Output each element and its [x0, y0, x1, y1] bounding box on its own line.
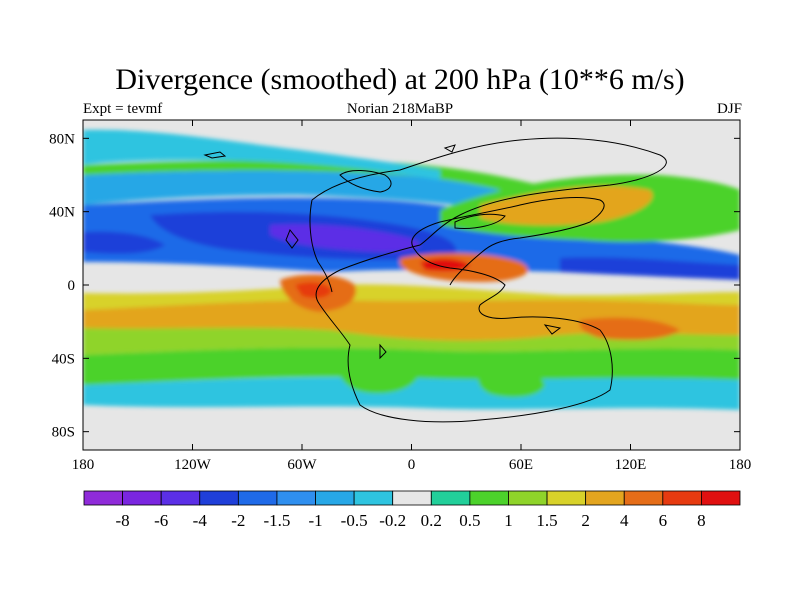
x-tick-label-0: 180: [72, 457, 95, 473]
colorbar-box-2: [160, 490, 201, 506]
colorbar-label-7: -0.2: [379, 511, 406, 530]
field-region-north-indigo: [270, 224, 420, 252]
field-region-eq-yellow: [83, 284, 740, 310]
colorbar-box-3: [199, 490, 239, 506]
map-title: Divergence (smoothed) at 200 hPa (10**6 …: [115, 63, 685, 96]
y-tick-label-3: 40S: [52, 351, 75, 367]
x-tick-label-2: 60W: [287, 457, 317, 473]
colorbar-label-11: 1.5: [536, 511, 557, 530]
x-axis-ticks: 180 120W 60W 0 60E 120E 180: [72, 120, 752, 473]
field-region-se-orange: [579, 317, 680, 340]
field-region-sa-red: [295, 282, 332, 298]
coastline-island-2: [285, 229, 299, 249]
field-region-sw-green: [338, 354, 420, 394]
colorbar-label-1: -6: [154, 511, 168, 530]
y-tick-label-1: 40N: [49, 205, 75, 221]
season-label: DJF: [716, 101, 742, 117]
x-tick-label-5: 120E: [615, 457, 647, 473]
colorbar-box-14: [623, 490, 664, 506]
colorbar-box-6: [315, 490, 355, 506]
colorbar-label-14: 6: [659, 511, 668, 530]
field-region-asia-blue: [560, 257, 740, 280]
coastline-greenland: [339, 170, 392, 193]
colorbar-label-10: 1: [504, 511, 513, 530]
y-tick-label-0: 80N: [49, 131, 75, 147]
colorbar-label-0: -8: [116, 511, 130, 530]
colorbar-box-7: [353, 490, 394, 506]
colorbar-label-12: 2: [581, 511, 590, 530]
colorbar-box-12: [546, 490, 587, 506]
field-region-polar-cyan: [83, 129, 440, 180]
colorbar-box-4: [237, 490, 278, 506]
coastline-inland: [309, 199, 333, 293]
colorbar-label-6: -0.5: [341, 511, 368, 530]
colorbar-label-13: 4: [620, 511, 629, 530]
colorbar-box-8: [392, 490, 432, 506]
colorbar-label-3: -2: [231, 511, 245, 530]
coastline-island-4: [543, 324, 562, 335]
colorbar: -8 -6 -4 -2 -1.5 -1 -0.5 -0.2 0.2 0.5 1 1.5 2 4 6 8: [83, 490, 741, 530]
field-region-se-green: [478, 368, 545, 398]
coastline-island-3: [454, 213, 506, 229]
y-tick-label-2: 0: [68, 278, 76, 294]
x-tick-label-4: 60E: [509, 457, 533, 473]
field-region-south-cyan: [83, 375, 740, 410]
colorbar-box-5: [276, 490, 316, 506]
colorbar-label-5: -1: [308, 511, 322, 530]
field-region-pacific-blue: [83, 231, 165, 254]
experiment-label: Expt = tevmf: [83, 101, 163, 117]
colorbar-label-9: 0.5: [459, 511, 480, 530]
colorbar-label-15: 8: [697, 511, 706, 530]
field-region-eq-orange: [83, 300, 740, 341]
x-tick-label-6: 180: [729, 457, 752, 473]
coastline-island-6: [443, 144, 456, 153]
colorbar-box-15: [662, 490, 702, 506]
coastlines: [203, 137, 667, 423]
x-tick-label-1: 120W: [174, 457, 212, 473]
y-axis-ticks: 80N 40N 0 40S 80S: [49, 131, 740, 441]
y-tick-label-4: 80S: [52, 425, 75, 441]
period-label: Norian 218MaBP: [346, 101, 454, 117]
colorbar-box-9: [430, 490, 471, 506]
colorbar-label-4: -1.5: [263, 511, 290, 530]
colorbar-box-16: [701, 490, 741, 506]
coastline-island-1: [203, 151, 227, 159]
coastline-pangaea: [311, 137, 667, 423]
field-region-tethys-red: [420, 258, 470, 272]
colorbar-label-2: -4: [193, 511, 208, 530]
colorbar-box-10: [469, 490, 509, 506]
coastline-island-5: [379, 343, 387, 360]
field-region-upper-cyan: [83, 170, 560, 220]
colorbar-box-13: [585, 490, 625, 506]
field-region-upper-green: [83, 160, 560, 205]
colorbar-box-1: [122, 490, 162, 506]
colorbar-box-11: [508, 490, 548, 506]
x-tick-label-3: 0: [408, 457, 416, 473]
colorbar-label-8: 0.2: [421, 511, 442, 530]
divergence-field: [83, 120, 740, 450]
colorbar-box-0: [83, 490, 123, 506]
